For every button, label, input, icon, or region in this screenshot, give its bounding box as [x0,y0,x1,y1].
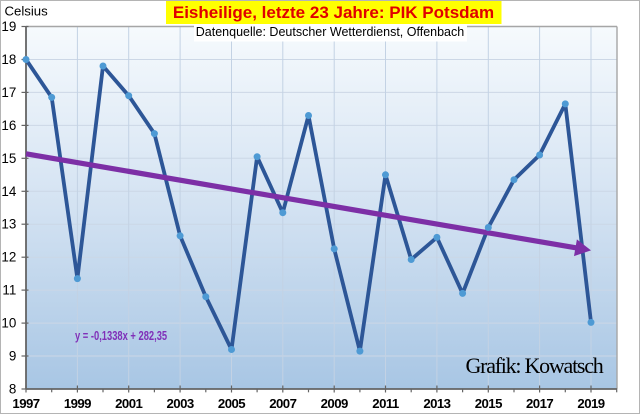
svg-text:2007: 2007 [269,396,296,411]
svg-text:12: 12 [1,250,16,265]
svg-text:2003: 2003 [167,396,194,411]
svg-text:2015: 2015 [475,396,502,411]
svg-text:18: 18 [1,52,16,67]
svg-text:1999: 1999 [64,396,91,411]
svg-text:9: 9 [9,349,16,364]
svg-text:Datenquelle: Deutscher Wetterd: Datenquelle: Deutscher Wetterdienst, Off… [196,25,464,39]
svg-text:Grafik: Kowatsch: Grafik: Kowatsch [466,353,604,378]
svg-text:2011: 2011 [372,396,399,411]
svg-text:2005: 2005 [218,396,245,411]
svg-text:19: 19 [1,19,16,34]
svg-text:11: 11 [2,283,16,298]
svg-text:2009: 2009 [321,396,348,411]
svg-text:2013: 2013 [423,396,450,411]
svg-text:13: 13 [1,217,16,232]
svg-text:Celsius: Celsius [5,3,49,18]
svg-text:2019: 2019 [577,396,604,411]
svg-text:17: 17 [1,85,16,100]
svg-text:16: 16 [1,118,16,133]
svg-text:8: 8 [9,382,16,397]
svg-text:y = -0,1338x + 282,35: y = -0,1338x + 282,35 [75,330,167,344]
svg-text:2017: 2017 [526,396,553,411]
svg-text:10: 10 [1,316,16,331]
svg-text:1997: 1997 [12,396,39,411]
svg-text:2001: 2001 [115,396,142,411]
svg-text:14: 14 [1,184,16,199]
svg-text:15: 15 [1,151,16,166]
svg-text:Eisheilige, letzte 23 Jahre: P: Eisheilige, letzte 23 Jahre: PIK Potsdam [173,3,494,22]
